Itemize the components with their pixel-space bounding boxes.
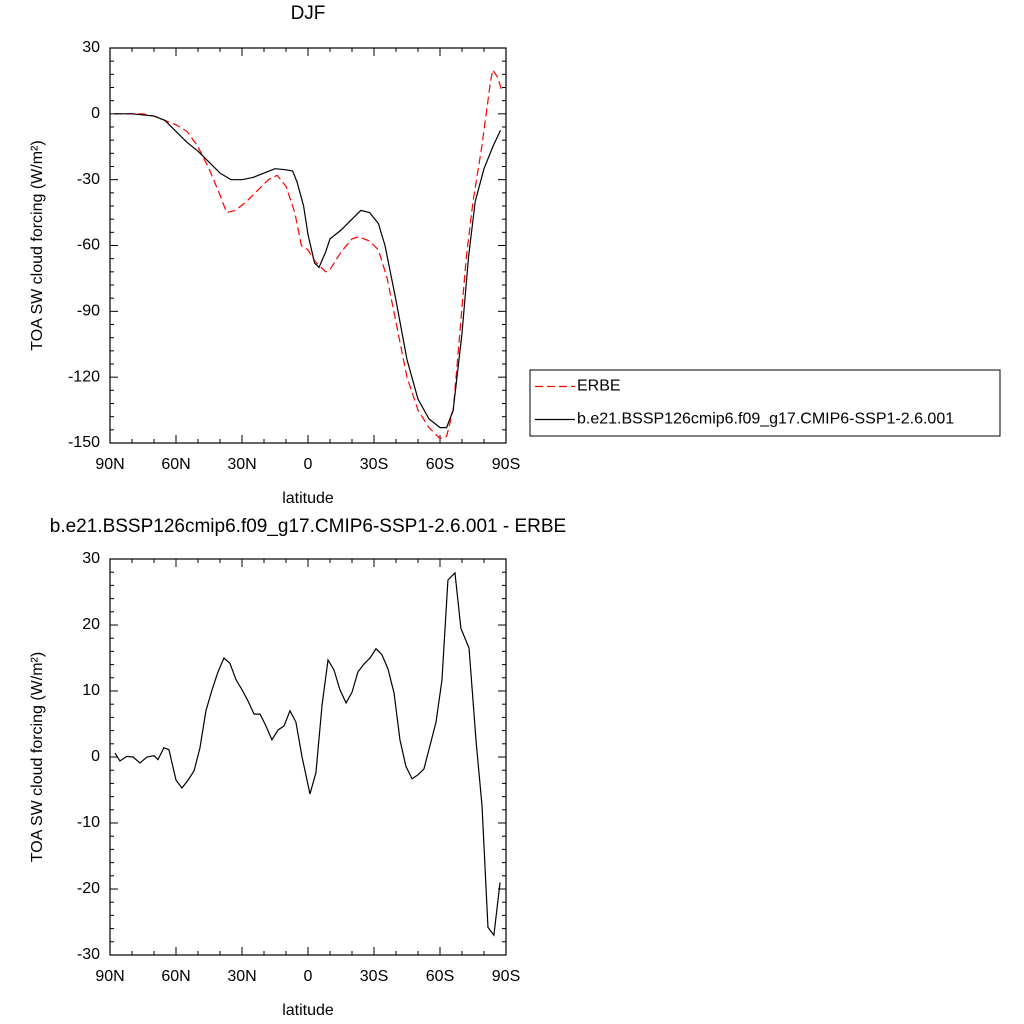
y-tick-label: -30 <box>77 171 100 188</box>
x-tick-label: 60S <box>426 456 454 473</box>
y-tick-label: 30 <box>82 550 100 567</box>
y-tick-label: 10 <box>82 682 100 699</box>
chart-title: DJF <box>291 3 326 24</box>
y-tick-label: -60 <box>77 237 100 254</box>
y-tick-label: 0 <box>91 105 100 122</box>
data-line <box>114 68 503 440</box>
x-tick-label: 30N <box>227 968 256 985</box>
x-tick-label: 90S <box>492 456 520 473</box>
y-tick-label: -10 <box>77 814 100 831</box>
x-axis-label: latitude <box>282 490 334 507</box>
data-line <box>114 571 501 937</box>
x-tick-label: 60N <box>161 968 190 985</box>
x-tick-label: 0 <box>304 968 313 985</box>
chart-title: b.e21.BSSP126cmip6.f09_g17.CMIP6-SSP1-2.… <box>50 516 566 537</box>
legend-label: b.e21.BSSP126cmip6.f09_g17.CMIP6-SSP1-2.… <box>577 411 954 428</box>
y-axis-label: TOA SW cloud forcing (W/m²) <box>29 652 46 862</box>
y-tick-label: -120 <box>68 368 100 385</box>
x-axis-label: latitude <box>282 1002 334 1019</box>
data-line <box>114 113 502 429</box>
legend-label: ERBE <box>577 378 621 395</box>
y-tick-label: 0 <box>91 748 100 765</box>
x-tick-label: 90S <box>492 968 520 985</box>
x-tick-label: 30S <box>360 968 388 985</box>
y-tick-label: -20 <box>77 880 100 897</box>
x-tick-label: 30N <box>227 456 256 473</box>
plot-frame <box>109 47 507 444</box>
legend-box <box>529 369 1001 437</box>
x-tick-label: 90N <box>95 456 124 473</box>
y-tick-label: -150 <box>68 434 100 451</box>
plot-frame <box>109 558 507 956</box>
y-tick-label: -90 <box>77 303 100 320</box>
y-axis-label: TOA SW cloud forcing (W/m²) <box>29 140 46 350</box>
x-tick-label: 60S <box>426 968 454 985</box>
y-tick-label: 20 <box>82 616 100 633</box>
y-tick-label: 30 <box>82 39 100 56</box>
x-tick-label: 30S <box>360 456 388 473</box>
x-tick-label: 90N <box>95 968 124 985</box>
x-tick-label: 60N <box>161 456 190 473</box>
y-tick-label: -30 <box>77 946 100 963</box>
x-tick-label: 0 <box>304 456 313 473</box>
